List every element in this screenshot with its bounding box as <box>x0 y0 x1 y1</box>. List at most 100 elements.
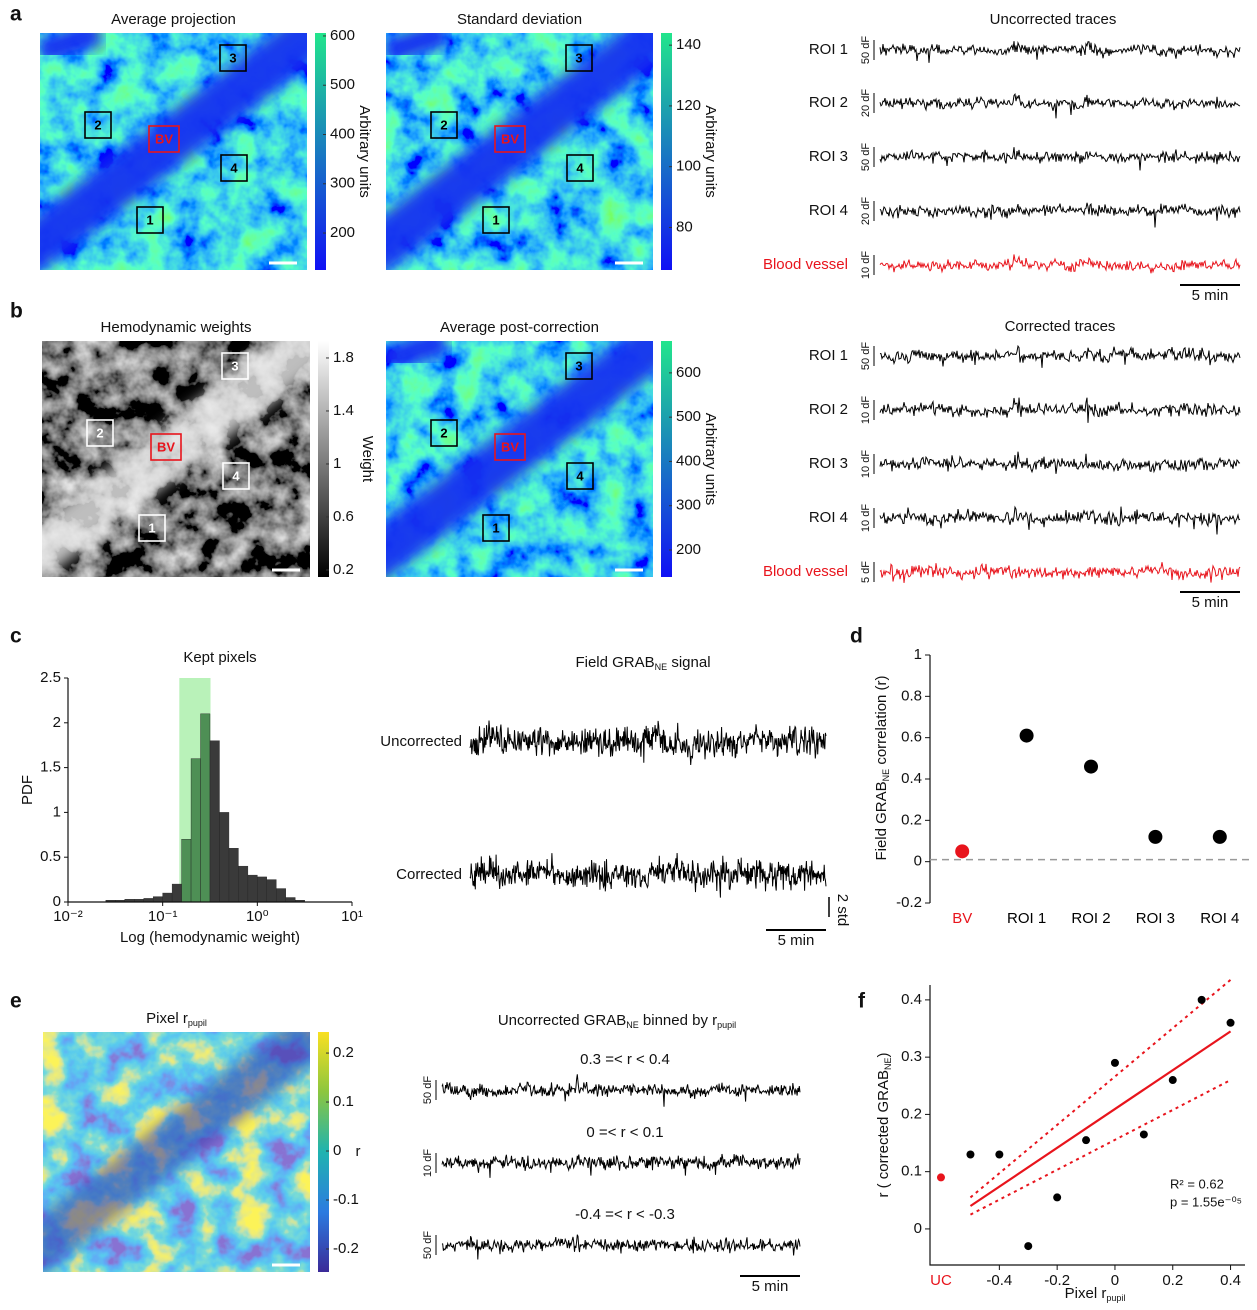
row-label: ROI 1 <box>809 41 848 58</box>
trace <box>469 852 827 898</box>
trace-title: Uncorrected traces <box>990 11 1117 28</box>
amplitude-scale-label: 50 dF <box>860 36 872 64</box>
trace <box>441 1074 801 1107</box>
colorbar-tick-label: 0.6 <box>333 508 354 525</box>
row-label: ROI 3 <box>809 148 848 165</box>
roi-box <box>482 206 510 234</box>
y-tick-label: 0.2 <box>901 811 922 828</box>
roi-label: 3 <box>229 50 236 65</box>
colorbar <box>318 341 329 577</box>
roi-box <box>566 462 594 490</box>
image <box>386 33 653 270</box>
x-tick-label: ROI 1 <box>1007 910 1046 927</box>
trace-title: Corrected traces <box>1005 318 1116 335</box>
trace <box>469 720 827 766</box>
point <box>966 1150 975 1159</box>
point <box>1019 728 1034 743</box>
roi-box <box>86 419 114 447</box>
roi-label: 4 <box>230 160 238 175</box>
y-tick-label: 2 <box>53 714 61 731</box>
colorbar-tick-label: 80 <box>676 218 693 235</box>
y-tick-label: 0.5 <box>40 848 61 865</box>
roi-box <box>220 154 248 182</box>
time-scale-label: 5 min <box>778 932 815 949</box>
amplitude-scale-label: 20 dF <box>860 197 872 225</box>
y-tick-label: 0.2 <box>901 1105 922 1122</box>
histogram-bar <box>266 879 277 903</box>
colorbar-tick-label: 500 <box>676 408 701 425</box>
blood-vessel <box>40 33 307 270</box>
row-label: ROI 2 <box>809 401 848 418</box>
roi-label: 1 <box>492 212 499 227</box>
blood-vessel <box>42 341 310 577</box>
x-tick-label: -0.4 <box>986 1272 1012 1289</box>
text-part: binned by r <box>639 1012 717 1029</box>
trace <box>879 93 1241 119</box>
row-label: ROI 4 <box>809 202 848 219</box>
colorbar-tick-label: 200 <box>330 224 355 241</box>
roi-label: 4 <box>576 468 584 483</box>
roi-box <box>494 125 526 153</box>
x-tick-label: 10¹ <box>341 908 363 925</box>
colorbar-tick-label: 500 <box>330 76 355 93</box>
roi-label: 1 <box>146 212 153 227</box>
y-tick-label: 0 <box>914 1220 922 1237</box>
colorbar-tick-label: 120 <box>676 97 701 114</box>
text-part: ) <box>875 1052 892 1057</box>
histogram-bar <box>162 892 173 903</box>
axis-line <box>929 985 1245 1266</box>
text-part: Field GRAB <box>575 654 654 671</box>
point <box>1053 1193 1062 1202</box>
time-scale-label: 5 min <box>752 1278 789 1295</box>
trace <box>879 562 1241 583</box>
amplitude-scale-label: 50 dF <box>422 1231 434 1259</box>
row-label: Corrected <box>396 866 462 883</box>
roi-label: BV <box>501 439 519 454</box>
colorbar-tick-label: 600 <box>676 364 701 381</box>
histogram-bar <box>209 740 220 903</box>
histogram-bar <box>285 897 296 903</box>
amplitude-scale-label: 10 dF <box>860 251 872 279</box>
colorbar <box>661 341 672 577</box>
point <box>1197 995 1206 1004</box>
roi-box <box>482 514 510 542</box>
colorbar-tick-label: 0.2 <box>333 1044 354 1061</box>
x-tick-label: ROI 3 <box>1136 910 1175 927</box>
trace <box>441 1153 801 1178</box>
image-title: Average projection <box>111 11 236 28</box>
trace <box>879 505 1241 535</box>
histogram-bar <box>276 888 286 903</box>
histogram-bar <box>200 713 211 903</box>
roi-box <box>430 111 458 139</box>
text-part: Pixel r <box>146 1010 188 1027</box>
panel-label: b <box>10 300 23 323</box>
point <box>1139 1130 1148 1139</box>
histogram-bar <box>247 874 258 903</box>
row-label: ROI 3 <box>809 455 848 472</box>
panel-label: d <box>850 625 863 648</box>
image-title: Average post-correction <box>440 319 599 336</box>
blood-vessel <box>386 33 450 66</box>
colorbar-tick-label: -0.2 <box>333 1240 359 1257</box>
roi-label: 2 <box>440 425 447 440</box>
subscript: NE <box>881 769 891 782</box>
amplitude-scale-label: 10 dF <box>422 1149 434 1177</box>
colorbar-tick-label: -0.1 <box>333 1191 359 1208</box>
blood-vessel <box>386 33 653 270</box>
roi-label: BV <box>157 439 175 454</box>
histogram-bar <box>228 848 239 903</box>
x-tick-label: ROI 4 <box>1200 910 1239 927</box>
y-tick-label: 1 <box>53 803 61 820</box>
colorbar-tick-label: 0 <box>333 1142 341 1159</box>
colorbar-tick-label: 0.2 <box>333 561 354 578</box>
roi-label: BV <box>155 131 173 146</box>
y-tick-label: -0.2 <box>896 894 922 911</box>
roi-label: 3 <box>231 358 238 373</box>
roi-box <box>148 125 180 153</box>
annotation: R² = 0.62 <box>1170 1176 1224 1191</box>
y-tick-label: 1 <box>914 646 922 663</box>
colorbar-tick-label: 100 <box>676 158 701 175</box>
text-part: Uncorrected GRAB <box>498 1012 626 1029</box>
histogram-bar <box>238 865 249 903</box>
roi-label: 4 <box>232 468 240 483</box>
